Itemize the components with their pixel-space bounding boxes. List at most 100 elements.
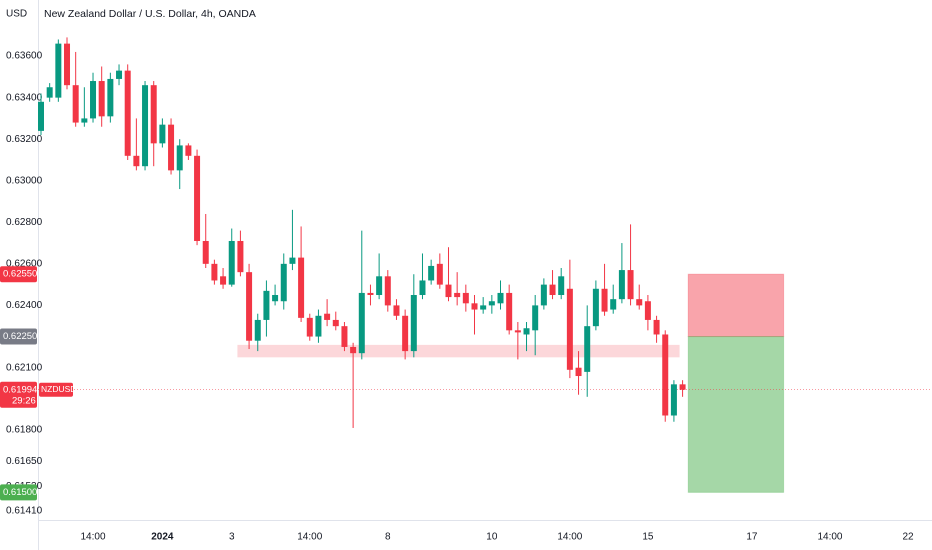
x-tick-label: 8 (385, 532, 391, 543)
candle-body (410, 295, 417, 352)
x-tick-label: 14:00 (557, 532, 582, 543)
x-tick-label: 22 (902, 532, 914, 543)
last-price-badge (0, 381, 37, 408)
candle-body (384, 276, 391, 306)
candle-body (159, 124, 166, 144)
countdown: 29:26 (12, 395, 36, 406)
candle-body (358, 292, 365, 354)
candle-body (644, 301, 651, 320)
candle-body (540, 284, 547, 306)
candle-body (367, 292, 374, 296)
candle-body (558, 276, 565, 296)
y-tick-label: 0.62400 (6, 300, 43, 311)
stop-badge-label: 0.62550 (3, 269, 37, 280)
candle-body (185, 145, 192, 156)
candle-body (280, 263, 287, 302)
target-badge-label: 0.61500 (3, 487, 37, 498)
candle-body (298, 257, 305, 318)
x-tick-label: 17 (746, 532, 758, 543)
y-tick-label: 0.62100 (6, 362, 43, 373)
y-tick-label: 0.63200 (6, 134, 43, 145)
candle-body (575, 367, 582, 377)
candle-body (436, 263, 443, 285)
candle-body (124, 70, 131, 156)
candle-body (376, 276, 383, 296)
x-tick-label: 14:00 (817, 532, 842, 543)
support-zone (237, 344, 680, 358)
candle-body (168, 124, 175, 171)
candle-body (142, 85, 149, 167)
candle-body (445, 284, 452, 298)
target-badge (0, 484, 37, 501)
candle-body (116, 70, 123, 79)
candle-body (592, 288, 599, 327)
candle-body (202, 240, 209, 264)
stop-badge (0, 266, 37, 283)
candle-body (428, 265, 435, 281)
x-tick-label: 10 (486, 532, 498, 543)
candle-body (306, 317, 313, 337)
candle-body (272, 295, 279, 302)
stop-zone (687, 273, 785, 338)
candle-body (350, 346, 357, 354)
candle-body (532, 305, 539, 331)
candle-body (454, 292, 461, 298)
candle-body (133, 155, 140, 167)
candle-body (419, 280, 426, 296)
candle-body (523, 328, 530, 335)
candle-body (662, 334, 669, 416)
candle-body (81, 118, 88, 123)
candle-body (263, 290, 270, 320)
candle-body (514, 330, 521, 333)
candle-body (38, 101, 44, 131)
candle-body (653, 319, 660, 335)
candle-body (220, 276, 227, 285)
candle-body (72, 85, 79, 123)
candle-body (462, 292, 469, 304)
candle-body (618, 270, 625, 300)
candle-body (497, 292, 504, 304)
candle-body (246, 272, 253, 341)
y-tick-label: 0.63400 (6, 92, 43, 103)
entry-badge (0, 328, 37, 345)
axis-unit: USD (6, 9, 27, 20)
y-tick-label: 0.62600 (6, 258, 43, 269)
candle-body (55, 43, 62, 98)
candle-body (488, 301, 495, 306)
chart-title: New Zealand Dollar / U.S. Dollar, 4h, OA… (44, 8, 256, 20)
y-tick-label: 0.62800 (6, 217, 43, 228)
candle-body (610, 299, 617, 310)
entry-badge-label: 0.62250 (3, 331, 37, 342)
candle-body (341, 326, 348, 347)
x-tick-label: 3 (229, 532, 235, 543)
candle-body (549, 284, 556, 296)
candle-body (211, 263, 218, 281)
candle-body (90, 81, 97, 119)
candle-body (150, 85, 157, 144)
candle-body (98, 81, 105, 117)
candle-body (679, 384, 686, 390)
candle-body (393, 305, 400, 316)
last-price-label: 0.61994 (3, 384, 37, 395)
candle-body (46, 87, 53, 98)
candle-body (584, 326, 591, 372)
candle-body (176, 145, 183, 171)
symbol-badge (39, 382, 73, 397)
x-tick-label: 2024 (151, 532, 174, 543)
candle-body (402, 315, 409, 352)
y-tick-label: 0.61410 (6, 506, 43, 517)
candle-body (194, 155, 201, 241)
candle-body (670, 384, 677, 416)
candle-body (636, 299, 643, 306)
target-zone (687, 336, 785, 493)
candle-body (315, 315, 322, 337)
candle-body (64, 43, 71, 86)
y-tick-label: 0.63000 (6, 175, 43, 186)
candle-body (627, 270, 634, 300)
candle-body (480, 305, 487, 310)
candle-body (107, 78, 114, 117)
candle-body (601, 288, 608, 312)
